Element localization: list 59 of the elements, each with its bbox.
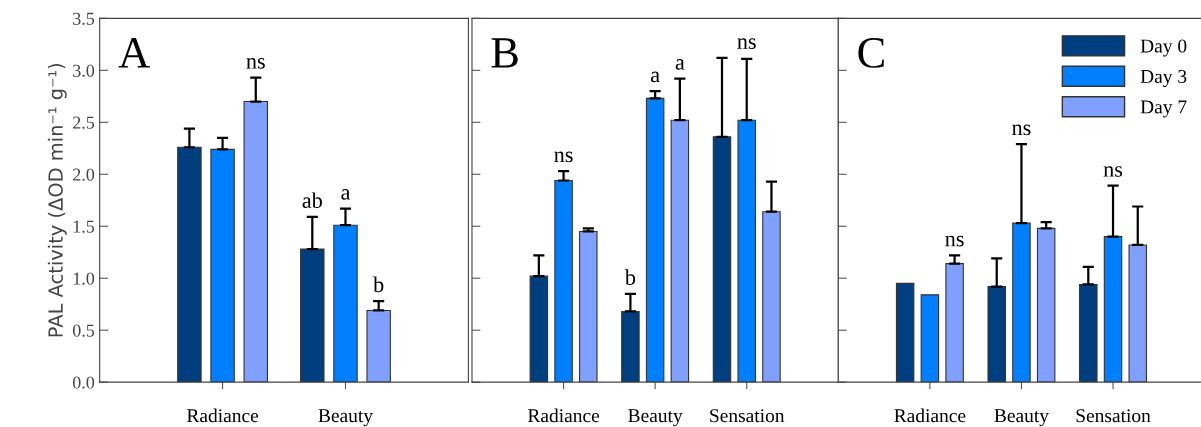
annotation: C: [858, 37, 884, 68]
data-label: a: [650, 71, 660, 83]
bar: [1079, 283, 1098, 383]
annotation: ns: [1012, 124, 1031, 136]
bar: [177, 146, 202, 383]
x-tick-label: Beauty: [994, 409, 1049, 427]
legend-label: Day 0: [1140, 39, 1187, 57]
bar: [1128, 244, 1148, 383]
bar: [987, 285, 1006, 383]
bar: [1012, 222, 1031, 383]
x-tick-label: Sensation: [1076, 409, 1151, 423]
legend-label: Day 7: [1140, 100, 1187, 118]
y-tick-label: 3.0: [73, 64, 95, 77]
bar: [243, 100, 268, 383]
data-label: ns: [246, 58, 265, 69]
x-tick-label: Radiance: [527, 408, 600, 423]
bar: [945, 263, 964, 383]
y-tick-label: 1.5: [73, 220, 95, 233]
data-label: a: [341, 189, 351, 200]
bar: [554, 179, 573, 383]
bar: [712, 136, 732, 383]
annotation: A: [118, 38, 150, 68]
bar: [895, 282, 915, 383]
y-axis-title: PAL Activity (ΔOD min⁻¹ g⁻¹): [47, 63, 67, 337]
y-tick-label: 0.5: [72, 324, 95, 337]
x-tick-label: Beauty: [628, 409, 683, 427]
y-tick-label: 2.0: [73, 168, 95, 181]
legend-label: Day 3: [1140, 69, 1187, 88]
bar: [529, 275, 549, 383]
data-label: ns: [945, 235, 964, 247]
bar: [333, 224, 358, 383]
bar: [210, 148, 235, 383]
bar: [579, 230, 598, 383]
y-tick-label: 1.0: [73, 272, 95, 285]
x-tick-label: Sensation: [710, 409, 785, 423]
bar: [920, 294, 940, 383]
data-label: a: [675, 59, 685, 70]
bar: [1036, 227, 1056, 383]
data-label: b: [373, 276, 384, 293]
annotation: ns: [737, 38, 756, 49]
bar: [645, 97, 665, 383]
x-tick-label: Beauty: [318, 409, 373, 427]
x-tick-label: Radiance: [894, 408, 966, 423]
bar: [366, 309, 391, 383]
y-tick-label: 3.5: [73, 12, 95, 25]
x-tick-label: Radiance: [186, 408, 259, 423]
bar: [762, 211, 781, 383]
data-label: b: [624, 269, 636, 285]
data-label: ns: [1103, 166, 1123, 177]
data-label: ab: [302, 192, 322, 209]
bar: [300, 248, 325, 383]
bar: [737, 119, 756, 383]
y-tick-label: 2.5: [73, 116, 95, 129]
data-label: ns: [554, 151, 573, 163]
annotation: B: [491, 38, 518, 68]
bar: [670, 119, 690, 383]
y-tick-label: 0.0: [72, 376, 95, 389]
bar: [1103, 236, 1123, 383]
bar: [621, 310, 640, 383]
